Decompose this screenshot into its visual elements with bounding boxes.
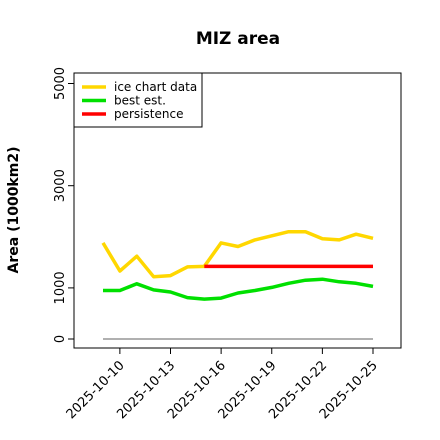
legend-label: best est. bbox=[114, 94, 166, 108]
series-line-best-est- bbox=[103, 277, 374, 301]
series-lines bbox=[101, 229, 374, 340]
legend-label: persistence bbox=[114, 107, 183, 121]
y-tick-label: 3000 bbox=[53, 169, 68, 202]
y-tick-label: 5000 bbox=[53, 67, 68, 100]
series-line-ice-chart-data bbox=[101, 229, 374, 279]
y-axis: 0 1000 3000 5000 bbox=[53, 67, 75, 343]
legend-label: ice chart data bbox=[114, 80, 197, 94]
y-axis-label: Area (1000km2) bbox=[6, 147, 22, 274]
y-tick-label: 1000 bbox=[53, 271, 68, 304]
x-axis: 2025-10-102025-10-132025-10-162025-10-19… bbox=[64, 347, 381, 422]
y-tick-label: 0 bbox=[53, 335, 68, 343]
chart-title: MIZ area bbox=[196, 29, 280, 49]
